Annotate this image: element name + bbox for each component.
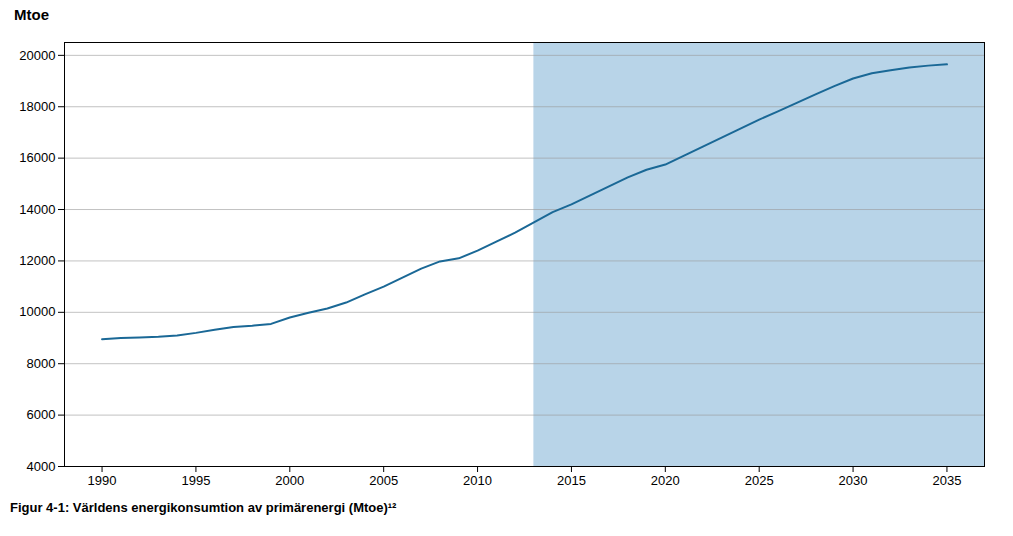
svg-text:2005: 2005	[369, 473, 398, 488]
svg-text:1995: 1995	[181, 473, 210, 488]
svg-text:18000: 18000	[19, 99, 55, 114]
svg-text:14000: 14000	[19, 202, 55, 217]
svg-text:2000: 2000	[275, 473, 304, 488]
html-text:Mtoe: Mtoe	[14, 6, 49, 23]
svg-text:4000: 4000	[27, 459, 56, 474]
svg-text:2010: 2010	[463, 473, 492, 488]
svg-text:12000: 12000	[19, 253, 55, 268]
svg-text:2015: 2015	[557, 473, 586, 488]
svg-text:6000: 6000	[27, 407, 56, 422]
svg-text:2020: 2020	[651, 473, 680, 488]
svg-text:16000: 16000	[19, 150, 55, 165]
svg-text:1990: 1990	[88, 473, 117, 488]
svg-text:2025: 2025	[745, 473, 774, 488]
svg-text:2030: 2030	[839, 473, 868, 488]
html-text:Figur 4-1: Världens energikons: Figur 4-1: Världens energikonsumtion av …	[10, 500, 397, 515]
svg-text:20000: 20000	[19, 48, 55, 63]
svg-text:10000: 10000	[19, 304, 55, 319]
svg-text:2035: 2035	[932, 473, 961, 488]
svg-text:8000: 8000	[27, 356, 56, 371]
